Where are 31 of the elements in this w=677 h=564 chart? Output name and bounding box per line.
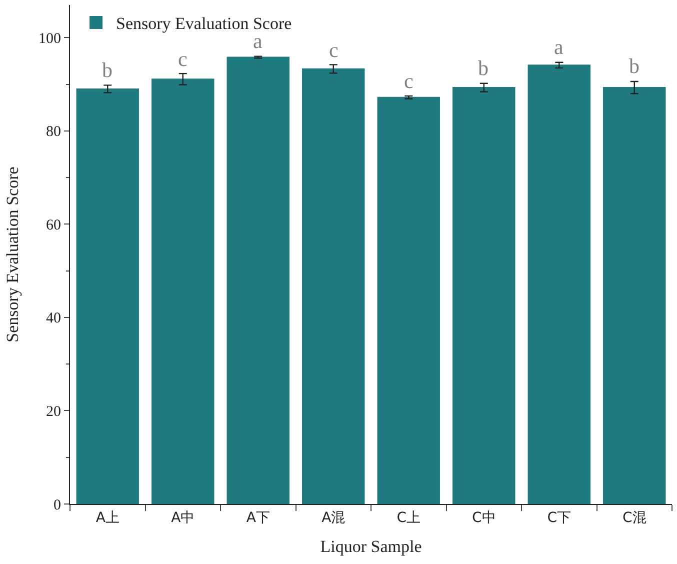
- annotation: c: [404, 69, 414, 93]
- bar: [603, 87, 666, 504]
- x-tick-label: A混: [322, 510, 346, 526]
- annotation: a: [554, 35, 564, 59]
- y-tick-label: 80: [46, 124, 61, 140]
- y-tick-label: 20: [46, 404, 61, 420]
- x-tick-label: C上: [396, 510, 421, 526]
- bar: [452, 87, 516, 504]
- x-tick-label: A下: [246, 510, 270, 526]
- bar: [152, 78, 214, 504]
- annotation: b: [629, 54, 640, 78]
- x-tick-label: C下: [547, 510, 572, 526]
- y-tick-label: 100: [38, 30, 61, 47]
- annotation: b: [478, 56, 488, 80]
- bar: [377, 96, 440, 504]
- annotation: b: [102, 58, 112, 82]
- y-axis-title: Sensory Evaluation Score: [3, 166, 22, 342]
- y-tick-label: 60: [46, 217, 61, 234]
- x-axis-title: Liquor Sample: [320, 537, 422, 556]
- y-tick-label: 40: [46, 310, 61, 327]
- x-tick-label: A上: [96, 510, 120, 526]
- x-tick-label: C中: [472, 510, 496, 526]
- x-tick-label: A中: [171, 510, 195, 526]
- y-tick-label: 0: [54, 497, 61, 514]
- bar: [76, 88, 139, 504]
- x-tick-label: C混: [622, 510, 646, 526]
- bar: [226, 56, 290, 504]
- bar: [302, 68, 365, 504]
- annotation: c: [178, 47, 188, 71]
- bar: [528, 64, 590, 504]
- annotation: c: [329, 38, 338, 62]
